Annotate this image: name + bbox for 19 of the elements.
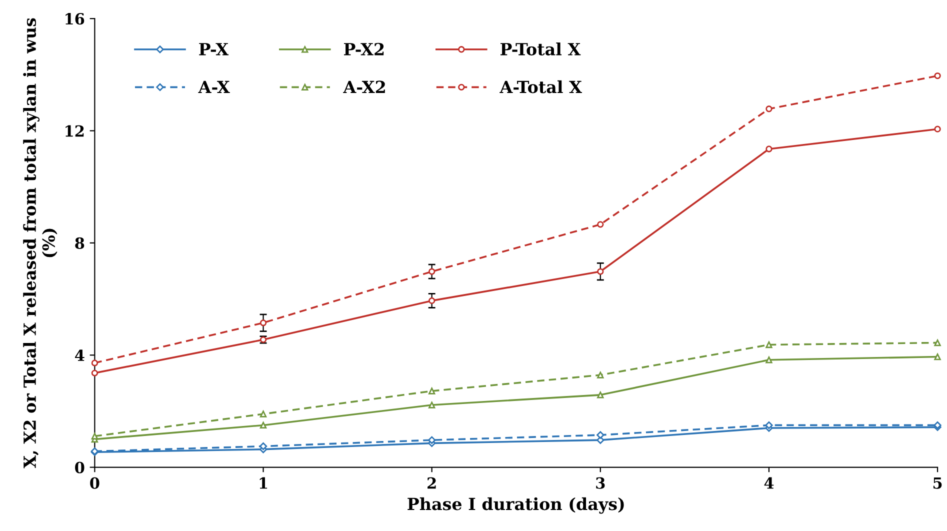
x-tick-label: 1 xyxy=(260,477,268,489)
y-tick-label: 16 xyxy=(66,13,84,25)
y-axis-title: X, X2 or Total X released from total xylan in wus (%) xyxy=(23,18,58,468)
x-tick-label: 0 xyxy=(90,477,100,489)
y-tick-label: 12 xyxy=(66,125,84,137)
x-axis-title: Phase I duration (days) xyxy=(408,497,624,514)
legend-label: A-Total X xyxy=(500,80,582,94)
y-tick-label: 4 xyxy=(74,350,84,361)
x-tick-label: 4 xyxy=(764,477,774,489)
y-tick-label: 0 xyxy=(75,462,84,474)
y-tick-label: 8 xyxy=(75,237,84,249)
x-tick-label: 5 xyxy=(933,477,942,489)
legend-label: A-X2 xyxy=(343,80,385,94)
legend-label: P-X xyxy=(199,43,229,56)
legend-label: A-X xyxy=(198,80,230,94)
x-tick-label: 3 xyxy=(596,477,605,489)
legend-label: P-Total X xyxy=(500,42,581,56)
legend-label: P-X2 xyxy=(344,42,384,56)
x-tick-label: 2 xyxy=(428,477,436,489)
